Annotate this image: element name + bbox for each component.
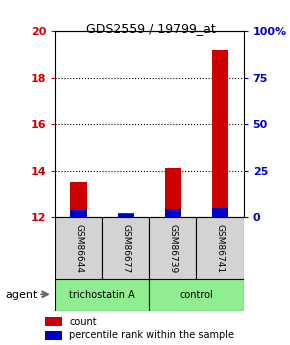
Bar bbox=[45, 331, 62, 340]
Text: agent: agent bbox=[6, 290, 38, 300]
Bar bbox=[197, 217, 244, 279]
Text: GSM86677: GSM86677 bbox=[121, 224, 130, 273]
Bar bbox=[165, 168, 181, 217]
Bar bbox=[212, 208, 228, 217]
Bar bbox=[45, 317, 62, 326]
Text: GSM86739: GSM86739 bbox=[168, 224, 177, 273]
Bar bbox=[55, 217, 102, 279]
Bar bbox=[149, 279, 244, 311]
Text: GDS2559 / 19799_at: GDS2559 / 19799_at bbox=[86, 22, 216, 36]
Bar bbox=[70, 183, 87, 217]
Bar bbox=[117, 214, 134, 217]
Bar bbox=[55, 279, 149, 311]
Text: control: control bbox=[180, 290, 213, 300]
Bar bbox=[212, 50, 228, 217]
Bar bbox=[117, 213, 134, 217]
Bar bbox=[102, 217, 149, 279]
Bar bbox=[70, 210, 87, 217]
Text: GSM86741: GSM86741 bbox=[215, 224, 224, 273]
Text: percentile rank within the sample: percentile rank within the sample bbox=[69, 331, 234, 341]
Bar bbox=[149, 217, 197, 279]
Text: GSM86644: GSM86644 bbox=[74, 224, 83, 273]
Text: trichostatin A: trichostatin A bbox=[69, 290, 135, 300]
Bar bbox=[165, 209, 181, 217]
Text: count: count bbox=[69, 317, 97, 327]
